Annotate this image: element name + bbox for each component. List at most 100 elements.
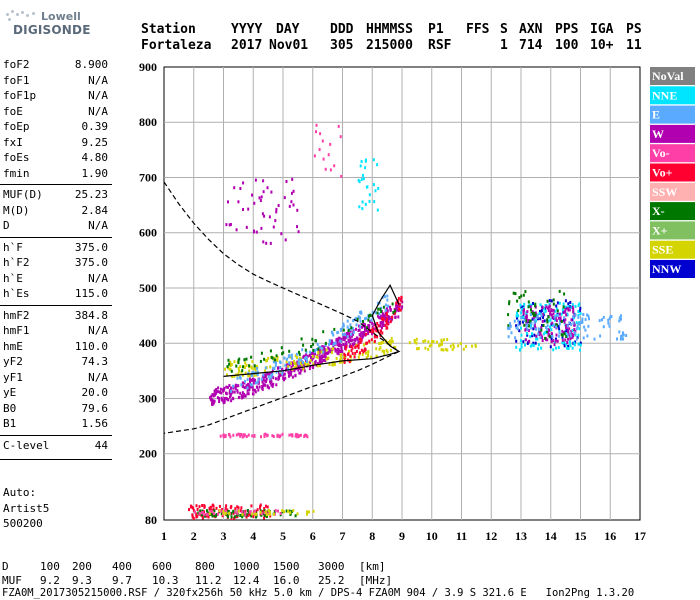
echo-point [350,339,352,343]
echo-point [528,303,531,307]
echo-point [391,302,394,306]
echo-point [564,299,567,303]
echo-point [318,364,321,368]
echo-point [357,329,360,332]
echo-point [342,328,345,332]
echo-point [446,338,449,341]
echo-point [549,310,552,314]
echo-point [330,330,333,334]
echo-point [608,317,611,321]
echo-point [438,344,441,348]
echo-point [280,232,283,236]
echo-point [293,366,296,369]
echo-point [316,355,319,359]
echo-point [222,512,225,516]
echo-point [246,388,249,392]
echo-point [523,302,526,306]
echo-point [234,510,237,514]
echo-point [315,355,318,359]
echo-point [385,348,388,352]
echo-point [211,398,213,402]
echo-point [269,381,272,385]
echo-point [314,352,316,356]
echo-point [337,330,340,334]
echo-point [293,359,296,363]
echo-point [328,339,331,343]
echo-point [237,384,240,388]
echo-point [262,179,265,183]
echo-point [337,124,340,128]
echo-point [457,344,460,348]
echo-point [395,301,398,305]
echo-point [333,164,336,168]
echo-point [305,350,308,354]
echo-point [271,356,274,360]
echo-point [232,511,235,515]
echo-point [235,515,238,519]
param-divider [0,184,112,185]
echo-point [427,347,430,351]
echo-point [573,341,576,345]
echo-point [386,298,389,302]
echo-point [389,305,391,309]
echo-point [371,325,374,329]
echo-point [352,330,355,334]
echo-point [270,371,273,375]
echo-point [285,360,288,364]
echo-point [352,343,355,347]
echo-point [194,510,196,514]
echo-point [263,435,266,438]
echo-point [431,340,433,343]
echo-point [572,307,575,311]
echo-point [365,356,368,360]
echo-point [525,331,528,335]
echo-point [289,513,292,516]
y-tick-label: 700 [139,170,157,184]
echo-point [415,337,418,341]
echo-point [327,346,330,350]
echo-point [336,337,339,341]
echo-point [366,326,368,330]
echo-point [573,343,576,347]
echo-point [372,183,375,187]
echo-point [373,323,376,326]
echo-point [516,327,519,331]
echo-point [251,371,254,374]
echo-point [552,348,555,352]
echo-point [324,343,327,347]
header-column-label: FFS [466,22,490,37]
echo-point [533,333,536,337]
echo-point [373,335,376,339]
param-value: 384.8 [74,308,108,322]
param-divider [0,434,112,436]
echo-point [294,374,297,378]
echo-point [291,177,294,181]
param-name: fmin [3,166,30,180]
echo-point [428,344,431,348]
echo-point [432,340,435,344]
echo-point [515,339,518,343]
echo-point [350,332,353,336]
echo-point [209,396,211,400]
echo-point [211,504,214,508]
echo-point [216,396,219,400]
distance-unit: [km] [359,560,386,573]
echo-point [271,434,274,438]
echo-point [288,509,291,513]
param-row: foEp 0.39 [3,120,108,134]
artist-version: Artist5 [3,502,50,515]
echo-point [300,358,303,362]
echo-point [325,352,328,355]
echo-point [561,335,564,339]
echo-point [277,366,279,370]
echo-point [552,312,555,316]
echo-point [527,329,530,332]
echo-point [380,329,382,333]
echo-point [265,513,268,517]
echo-point [561,341,564,345]
param-value: N/A [88,89,108,102]
echo-point [233,374,236,378]
echo-point [291,375,294,379]
echo-point [266,186,269,190]
echo-point [361,352,364,356]
